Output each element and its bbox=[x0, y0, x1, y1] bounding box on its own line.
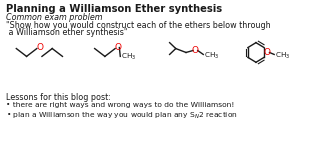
Text: "Show how you would construct each of the ethers below through: "Show how you would construct each of th… bbox=[6, 21, 271, 30]
Text: O: O bbox=[264, 48, 271, 57]
Text: CH$_3$: CH$_3$ bbox=[121, 52, 137, 62]
Text: O: O bbox=[192, 46, 199, 55]
Text: O: O bbox=[36, 43, 43, 52]
Text: • there are right ways and wrong ways to do the Williamson!: • there are right ways and wrong ways to… bbox=[6, 102, 234, 108]
Text: CH$_3$: CH$_3$ bbox=[275, 50, 290, 60]
Text: O: O bbox=[114, 43, 121, 52]
Text: a Williamson ether synthesis": a Williamson ether synthesis" bbox=[6, 28, 128, 37]
Text: CH$_3$: CH$_3$ bbox=[204, 50, 220, 60]
Text: Lessons for this blog post:: Lessons for this blog post: bbox=[6, 93, 111, 102]
Text: • plan a Williamson the way you would plan any S$_N$2 reaction: • plan a Williamson the way you would pl… bbox=[6, 110, 238, 121]
Text: Common exam problem: Common exam problem bbox=[6, 13, 102, 22]
Text: Planning a Williamson Ether synthesis: Planning a Williamson Ether synthesis bbox=[6, 4, 222, 14]
